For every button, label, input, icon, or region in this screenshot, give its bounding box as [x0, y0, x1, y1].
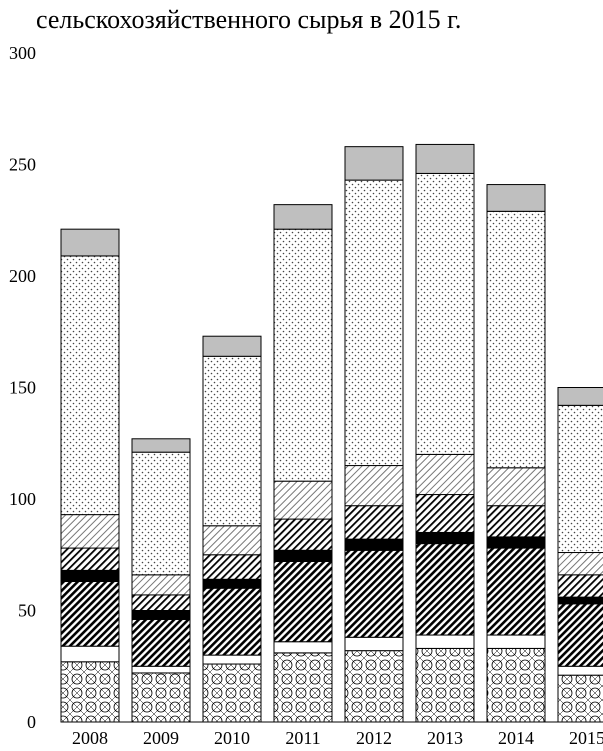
bar-segment [344, 179, 404, 467]
y-tick-label: 300 [9, 43, 36, 63]
bar-segment [273, 204, 333, 230]
bar-segment [131, 618, 191, 667]
x-axis-tick-labels: 2008 2009 2010 2011 2012 2013 2014 2015 [72, 728, 603, 748]
bar-segment [344, 549, 404, 638]
x-tick-label: 2013 [427, 728, 463, 748]
bar-segment [486, 547, 546, 636]
bar-segment [202, 525, 262, 556]
bar-segment [486, 505, 546, 538]
y-tick-label: 200 [9, 266, 36, 286]
bar-segment [557, 552, 603, 576]
bar-segment [557, 596, 603, 605]
bar-segment [273, 560, 333, 643]
bar-segment [202, 587, 262, 656]
x-tick-label: 2009 [143, 728, 179, 748]
bar-segment [131, 594, 191, 612]
bar-segment [131, 672, 191, 723]
y-tick-label: 100 [9, 489, 36, 509]
bar-segment [202, 554, 262, 580]
bar-segment [415, 172, 475, 455]
bar-segment [202, 578, 262, 589]
bar-segment [60, 569, 120, 583]
bar-segment [486, 210, 546, 469]
x-tick-label: 2008 [72, 728, 108, 748]
bar-segment [131, 438, 191, 453]
x-tick-label: 2015 [569, 728, 603, 748]
bar-segment [415, 531, 475, 545]
x-tick-label: 2011 [285, 728, 320, 748]
bar-segment [344, 650, 404, 723]
bar-segment [131, 574, 191, 596]
bar-segment [486, 184, 546, 212]
bar-segment [202, 654, 262, 665]
bar-segment [344, 505, 404, 540]
x-tick-label: 2014 [498, 728, 534, 748]
bar-segment [486, 536, 546, 549]
bar-segment [344, 636, 404, 652]
bar-segment [273, 518, 333, 551]
bar-segment [131, 451, 191, 576]
bar-segment [273, 549, 333, 562]
x-tick-label: 2010 [214, 728, 250, 748]
bar-segment [60, 255, 120, 516]
bar-segment [557, 603, 603, 667]
bars-group [60, 143, 603, 723]
bar-segment [273, 652, 333, 723]
bar-segment [557, 574, 603, 598]
bar-segment [415, 647, 475, 723]
y-tick-label: 0 [27, 712, 36, 732]
bar-segment [60, 661, 120, 723]
bar-segment [273, 641, 333, 654]
bar-segment [131, 665, 191, 674]
y-tick-label: 50 [18, 601, 36, 621]
y-tick-label: 250 [9, 155, 36, 175]
bar-segment [415, 634, 475, 649]
bar-segment [486, 467, 546, 507]
bar-segment [415, 453, 475, 496]
bar-segment [131, 610, 191, 620]
page-title: сельскохозяйственного сырья в 2015 г. [36, 5, 462, 34]
bar-segment [486, 647, 546, 723]
bar-segment [486, 634, 546, 649]
bar-segment [202, 355, 262, 527]
bar-segment [273, 228, 333, 482]
bar-segment [557, 665, 603, 676]
bar-segment [344, 465, 404, 507]
bar-segment [344, 538, 404, 551]
bar-segment [557, 674, 603, 723]
bar-segment [202, 663, 262, 723]
y-axis-tick-labels: 0 50 100 150 200 250 300 [9, 43, 36, 732]
bar-segment [60, 547, 120, 571]
bar-segment [60, 581, 120, 647]
bar-segment [60, 645, 120, 663]
x-tick-label: 2012 [356, 728, 392, 748]
bar-segment [557, 387, 603, 406]
bar-segment [202, 335, 262, 357]
bar-segment [415, 543, 475, 636]
bar-segment [557, 404, 603, 554]
bar-segment [415, 143, 475, 174]
y-tick-label: 150 [9, 378, 36, 398]
bar-segment [60, 228, 120, 257]
bar-segment [60, 514, 120, 549]
bar-segment [273, 480, 333, 520]
bar-segment [415, 494, 475, 533]
bar-segment [344, 146, 404, 181]
